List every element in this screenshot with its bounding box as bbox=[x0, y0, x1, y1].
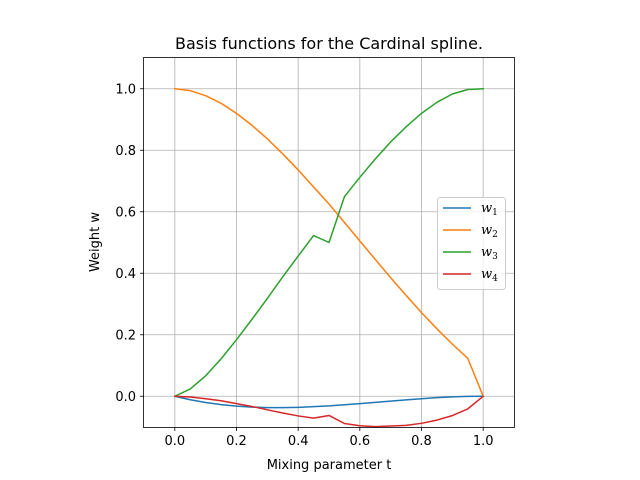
ticks-layer: 0.0 0.2 0.4 0.6 0.8 1.0 0.0 0.2 0.4 0.6 0.8 1.0 bbox=[115, 82, 493, 449]
y-tick-label: 0.2 bbox=[115, 328, 136, 343]
x-tick-label: 0.0 bbox=[164, 434, 185, 449]
legend-box bbox=[437, 197, 506, 290]
y-tick-label: 1.0 bbox=[115, 82, 136, 97]
y-axis-label: Weight w bbox=[88, 212, 103, 272]
legend-label-w3: w3 bbox=[481, 245, 498, 262]
plot-frame bbox=[143, 57, 515, 428]
series-line-w3 bbox=[173, 87, 484, 398]
chart-title: Basis functions for the Cardinal spline. bbox=[175, 34, 483, 53]
legend-items: w1 w2 w3 w4 bbox=[443, 201, 498, 284]
series-layer bbox=[173, 87, 485, 428]
series-line-w1 bbox=[173, 395, 484, 409]
x-tick-label: 1.0 bbox=[473, 434, 494, 449]
x-tick-label: 0.2 bbox=[226, 434, 247, 449]
x-tick-label: 0.4 bbox=[288, 434, 309, 449]
y-tick-label: 0.4 bbox=[115, 267, 136, 282]
x-tick-label: 0.8 bbox=[411, 434, 432, 449]
legend-label-w2: w2 bbox=[481, 223, 498, 240]
legend: w1 w2 w3 w4 bbox=[437, 197, 506, 290]
series-line-w2 bbox=[173, 87, 485, 398]
x-tick-label: 0.6 bbox=[349, 434, 370, 449]
y-tick-label: 0.6 bbox=[115, 205, 136, 220]
x-axis-label: Mixing parameter t bbox=[267, 458, 392, 473]
legend-label-w4: w4 bbox=[481, 267, 498, 284]
y-tick-label: 0.8 bbox=[115, 144, 136, 159]
series-line-w4 bbox=[174, 395, 485, 428]
y-tick-label: 0.0 bbox=[115, 390, 136, 405]
legend-label-w1: w1 bbox=[481, 201, 498, 218]
